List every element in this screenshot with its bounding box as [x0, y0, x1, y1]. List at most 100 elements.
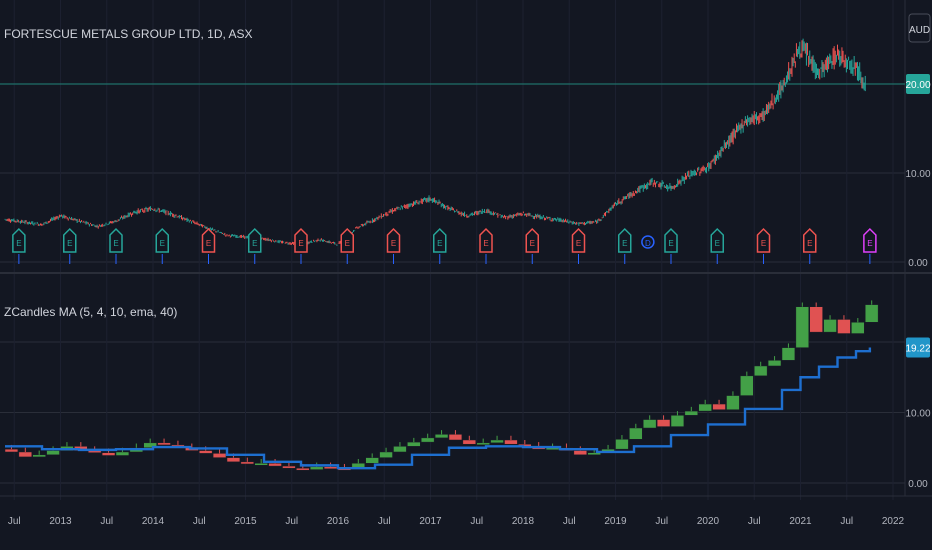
zcandle-bar — [615, 439, 629, 450]
event-marker[interactable]: E — [710, 227, 724, 264]
currency-button[interactable] — [908, 13, 931, 43]
event-marker[interactable]: E — [248, 227, 262, 264]
earnings-icon[interactable] — [12, 227, 26, 253]
event-marker[interactable]: E — [756, 227, 771, 264]
zcandle-bar — [282, 465, 296, 469]
event-marker[interactable]: E — [863, 227, 877, 264]
earnings-icon[interactable] — [63, 227, 77, 253]
earnings-icon[interactable] — [863, 227, 877, 253]
time-tick-label: Jul — [285, 516, 298, 527]
earnings-icon[interactable] — [386, 227, 401, 253]
time-axis[interactable]: Jul 2013 Jul 2014 Jul 2015 Jul 2016 Jul 2017 Jul 20… — [8, 516, 905, 527]
earnings-icon[interactable] — [803, 227, 817, 253]
zcandle-bar — [490, 439, 504, 444]
current-price-badge: 20.00 — [905, 74, 931, 94]
event-marker[interactable]: E — [109, 227, 123, 264]
zcandle-bar — [629, 427, 643, 440]
zcandle-bar — [365, 457, 379, 464]
event-marker[interactable]: E — [63, 227, 77, 264]
event-marker[interactable]: E — [155, 227, 169, 264]
event-label: E — [113, 239, 118, 248]
event-label: E — [715, 239, 720, 248]
time-tick-label: Jul — [470, 516, 483, 527]
zcandle-bar — [670, 415, 685, 427]
earnings-icon[interactable] — [248, 227, 262, 253]
zcandle-bar — [781, 347, 796, 361]
event-marker[interactable]: E — [525, 227, 539, 264]
price-badge-bg — [906, 74, 930, 94]
zcandle-bar — [115, 451, 130, 456]
earnings-icon[interactable] — [201, 227, 216, 253]
chart-title: FORTESCUE METALS GROUP LTD, 1D, ASX — [4, 27, 253, 41]
time-tick-label: 2022 — [882, 516, 905, 527]
earnings-icon[interactable] — [525, 227, 539, 253]
event-label: E — [622, 239, 627, 248]
zcandle-bar — [101, 452, 116, 456]
zcandle-bar — [268, 463, 282, 467]
earnings-icon[interactable] — [664, 227, 678, 253]
earnings-icon[interactable] — [109, 227, 123, 253]
event-marker[interactable]: E — [618, 227, 632, 264]
zcandle-bar — [504, 439, 518, 445]
event-marker[interactable]: E — [571, 227, 586, 264]
zcandle-bar — [712, 403, 726, 410]
zcandle-bar — [573, 450, 587, 456]
event-marker[interactable]: E — [433, 227, 447, 264]
zcandle-bar — [46, 450, 60, 456]
time-tick-label: Jul — [840, 516, 853, 527]
event-marker[interactable]: E — [12, 227, 26, 264]
event-marker[interactable]: D — [641, 235, 655, 249]
event-label: E — [252, 239, 257, 248]
indicator-pane[interactable] — [4, 300, 879, 471]
earnings-icon[interactable] — [433, 227, 447, 253]
zcandle-bar — [240, 461, 254, 465]
grid-lines — [0, 0, 932, 500]
zcandle-bar — [809, 306, 823, 333]
indicator-tick-label: 10.00 — [905, 409, 930, 420]
zcandle-bar — [851, 322, 865, 334]
zcandle-bar — [767, 360, 782, 367]
event-label: E — [298, 239, 303, 248]
earnings-icon[interactable] — [710, 227, 724, 253]
indicator-title: ZCandles MA (5, 4, 10, ema, 40) — [4, 305, 177, 319]
zcandle-bar — [726, 395, 740, 410]
ma-badge-bg — [906, 337, 930, 358]
event-marker[interactable]: E — [664, 227, 678, 264]
time-tick-label: Jul — [8, 516, 21, 527]
zcandle-bar — [212, 453, 227, 458]
event-label: E — [530, 239, 535, 248]
earnings-icon[interactable] — [571, 227, 586, 253]
earnings-icon[interactable] — [479, 227, 493, 253]
ma-line — [5, 347, 872, 470]
event-marker[interactable]: E — [386, 227, 401, 264]
zcandle-bar — [643, 419, 657, 429]
zcandle-bar — [698, 403, 712, 412]
event-marker[interactable]: E — [803, 227, 817, 264]
time-tick-label: 2016 — [327, 516, 350, 527]
dividend-icon[interactable] — [641, 235, 655, 249]
time-tick-label: 2017 — [419, 516, 442, 527]
event-marker[interactable]: E — [340, 227, 354, 264]
zcandle-bar — [254, 463, 268, 466]
earnings-icon[interactable] — [340, 227, 354, 253]
event-label: E — [483, 239, 488, 248]
earnings-icon[interactable] — [155, 227, 169, 253]
earnings-icon[interactable] — [618, 227, 632, 253]
event-marker[interactable]: E — [294, 227, 308, 264]
zcandle-bar — [740, 375, 754, 396]
earnings-icon[interactable] — [756, 227, 771, 253]
event-label: E — [761, 239, 766, 248]
earnings-icon[interactable] — [294, 227, 308, 253]
zcandle-bar — [462, 439, 476, 445]
event-marker[interactable]: E — [479, 227, 493, 264]
zcandle-bar — [323, 466, 338, 470]
time-tick-label: Jul — [378, 516, 391, 527]
zcandle-bar — [823, 319, 837, 333]
event-marker[interactable]: E — [201, 227, 216, 264]
zcandle-bar — [157, 442, 171, 446]
